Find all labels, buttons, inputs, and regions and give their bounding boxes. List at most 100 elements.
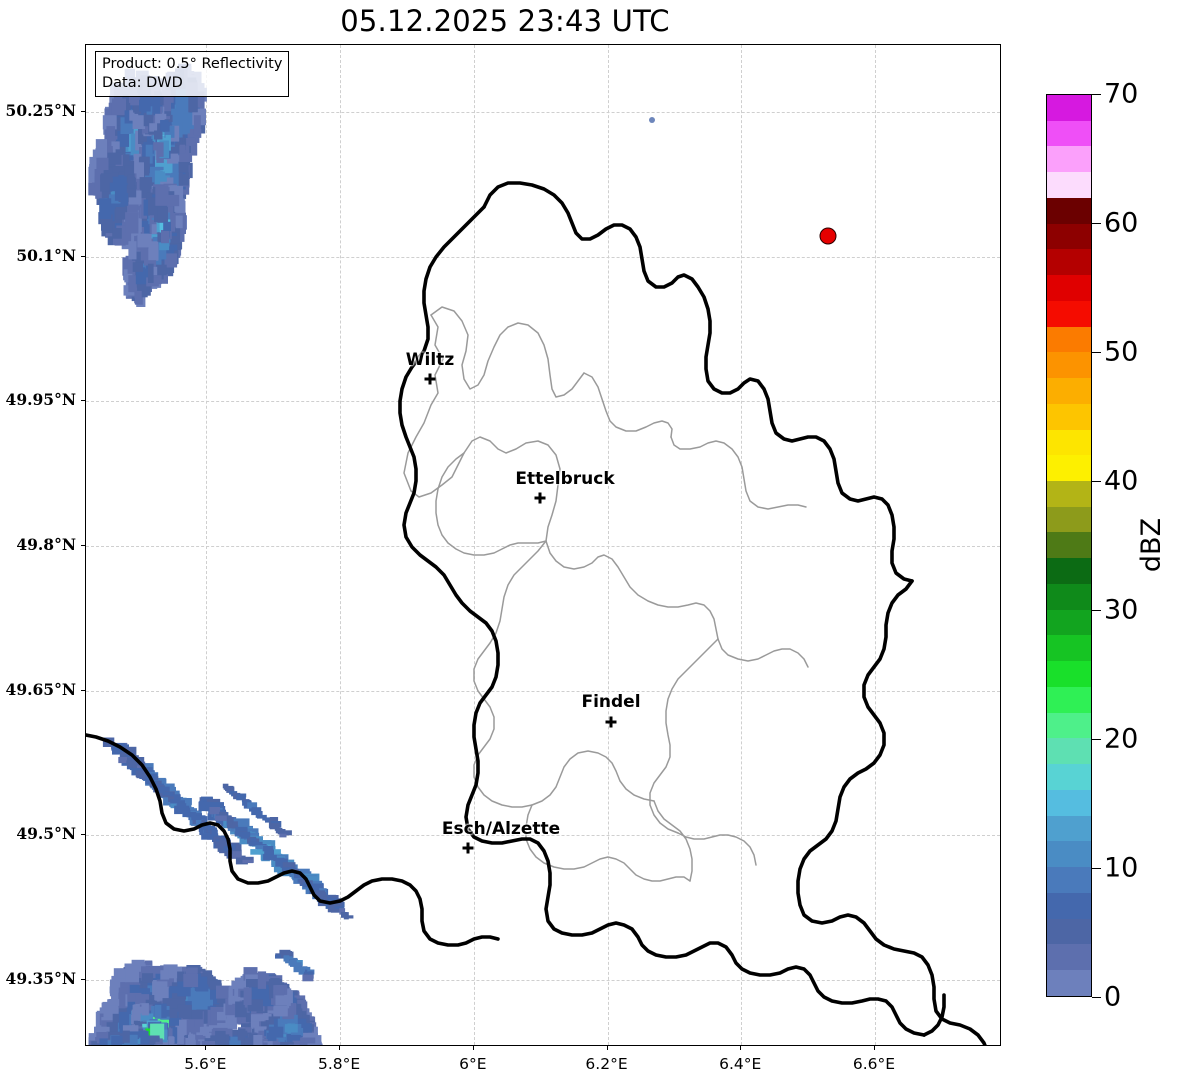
echo-cell [118,992,126,1009]
echo-cell [229,787,235,794]
colorbar-tick-label-4: 30 [1104,594,1139,626]
echo-cell [128,241,137,260]
echo-cell [111,98,126,115]
x-tick-0 [205,1046,207,1050]
echo-cell [145,99,158,110]
city-marker-icon-0 [424,373,436,385]
echo-cell [136,162,144,179]
echo-cell [229,791,238,795]
colorbar-tick-label-7: 0 [1104,981,1122,1013]
echo-cell [226,825,239,829]
echo-cell [94,176,103,189]
echo-cell [119,755,127,759]
y-tick-label-1: 50.1°N [16,245,76,265]
echo-cell [200,823,211,830]
echo-cell [157,142,164,157]
echo-cell [293,962,302,967]
echo-cell [266,1014,279,1025]
echo-cell [196,984,209,992]
echo-cell [132,262,143,272]
echo-cell [137,233,149,248]
echo-cell [175,1019,187,1036]
echo-cell [96,1032,109,1039]
echo-cell [124,1044,138,1045]
echo-cell [137,765,146,770]
echo-cell [112,161,120,173]
colorbar-band-2 [1047,146,1091,173]
colorbar-band-21 [1047,635,1091,662]
echo-cell [181,1034,196,1041]
colorbar-band-19 [1047,583,1091,610]
colorbar-tick-2 [1092,352,1101,353]
echo-cell [155,986,169,1001]
echo-cell [134,290,142,299]
echo-cell [152,780,158,786]
map-clip [86,45,1000,1045]
echo-cell [114,179,123,201]
echo-cell [182,172,189,186]
x-tick-label-5: 6.6°E [852,1055,896,1073]
echo-cell [202,970,213,989]
echo-cell [105,1040,115,1045]
y-tick-label-0: 50.25°N [5,101,76,121]
echo-cell [145,776,152,785]
echo-cell [127,992,142,1002]
colorbar-band-31 [1047,892,1091,919]
colorbar-band-11 [1047,378,1091,404]
y-tick-1 [81,255,85,257]
echo-cell [240,831,251,839]
echo-cell [334,906,344,911]
radar-station-marker[interactable] [819,227,837,245]
echo-cell [169,142,180,154]
echo-cell [279,833,287,838]
echo-cell [176,971,185,990]
city-marker-icon-1 [534,492,546,504]
radar-map-plot[interactable] [85,44,1001,1046]
echo-cell [111,1042,122,1045]
gridline-vertical-5 [874,45,876,1045]
colorbar-band-16 [1047,506,1091,533]
echo-cell [143,135,152,147]
map-borders-layer [86,181,987,1045]
echo-cell [310,1036,321,1045]
echo-cell [173,1031,184,1044]
echo-cell [177,1004,192,1019]
echo-cell [131,768,144,772]
colorbar-tick-6 [1092,868,1101,869]
colorbar-band-29 [1047,841,1091,868]
colorbar-tick-label-2: 50 [1104,336,1139,368]
echo-cell [210,1035,220,1045]
echo-cell [195,820,202,827]
echo-cell [214,815,227,821]
city-label-esch-alzette: Esch/Alzette [441,819,561,839]
echo-cell [307,1043,323,1045]
info-product-line: Product: 0.5° Reflectivity [102,56,283,72]
gridline-horizontal-0 [86,112,1000,114]
colorbar-unit-label: dBZ [1136,517,1167,573]
colorbar[interactable] [1046,94,1092,997]
echo-cell [237,1028,246,1044]
echo-cell [284,1024,298,1033]
echo-cell [178,160,189,173]
colorbar-band-32 [1047,918,1091,945]
x-tick-label-2: 6°E [459,1055,487,1073]
colorbar-band-0 [1047,95,1091,121]
echo-cell [141,1003,149,1016]
echo-cell [122,94,131,111]
echo-cell [228,822,235,828]
echo-cell [168,1019,179,1026]
y-tick-4 [81,689,85,691]
echo-cell [183,973,199,988]
echo-cell [140,249,153,261]
echo-cell [95,148,106,166]
gridline-vertical-3 [607,45,609,1045]
city-label-wiltz: Wiltz [405,350,455,370]
echo-cell [269,823,280,830]
echo-cell [216,995,226,1004]
echo-cell [266,854,277,860]
gridline-vertical-2 [473,45,475,1045]
echo-cell [203,801,211,811]
echo-cell [243,987,252,1005]
echo-cell [145,144,153,164]
echo-cell [151,224,157,235]
